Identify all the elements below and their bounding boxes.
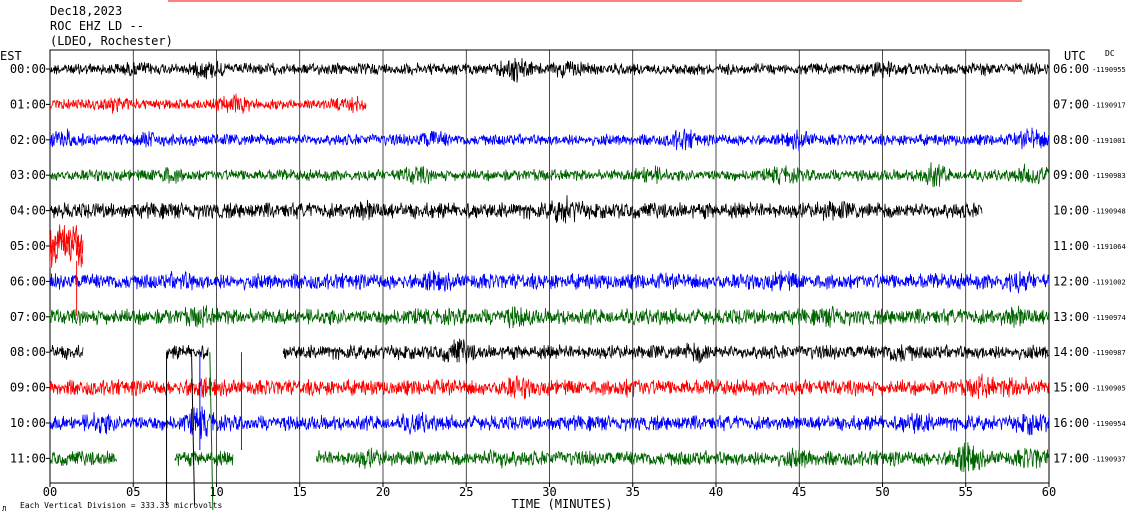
trace-event-burst	[49, 224, 84, 268]
utc-hour-label: 16:00	[1053, 416, 1089, 430]
x-tick-label: 45	[792, 485, 806, 499]
dc-offset-label: -1190974	[1092, 314, 1126, 322]
traces	[49, 57, 1050, 511]
left-axis-label: EST	[0, 49, 22, 63]
dc-offset-label: -1190954	[1092, 420, 1126, 428]
utc-hour-label: 14:00	[1053, 345, 1089, 359]
est-hour-label: 02:00	[10, 133, 46, 147]
est-hour-label: 10:00	[10, 416, 46, 430]
dc-offset-label: -1190955	[1092, 66, 1126, 74]
x-tick-label: 25	[459, 485, 473, 499]
x-tick-label: 40	[709, 485, 723, 499]
trace-hour-0300-segment-0	[50, 162, 1050, 188]
chart-network: (LDEO, Rochester)	[50, 34, 173, 48]
chart-date: Dec18,2023	[50, 4, 122, 18]
trace-hour-0600-segment-0	[49, 270, 1050, 294]
est-hour-label: 01:00	[10, 97, 46, 111]
trace-hour-1000-segment-0	[49, 406, 1050, 440]
x-tick-label: 05	[126, 485, 140, 499]
x-tick-label: 15	[293, 485, 307, 499]
est-hour-label: 05:00	[10, 239, 46, 253]
est-hour-label: 09:00	[10, 381, 46, 395]
trace-hour-0000-segment-0	[49, 57, 1050, 83]
utc-hour-label: 17:00	[1053, 451, 1089, 465]
est-hour-label: 00:00	[10, 62, 46, 76]
x-tick-label: 00	[43, 485, 57, 499]
dc-offset-label: -1191001	[1092, 137, 1126, 145]
dc-offset-label: -1190983	[1092, 172, 1126, 180]
right-axis-label: UTC	[1064, 49, 1086, 63]
dc-offset-label: -1190987	[1092, 349, 1126, 357]
trace-hour-0400-segment-0	[49, 195, 983, 224]
trace-hour-1100-segment-2	[316, 442, 1050, 472]
trace-long-tail-3	[209, 352, 214, 511]
trace-hour-0500-segment-0	[49, 232, 84, 262]
right-dc-note: DC	[1105, 49, 1115, 58]
dc-offset-label: -1191002	[1092, 278, 1126, 286]
utc-hour-label: 06:00	[1053, 62, 1089, 76]
trace-hour-0700-segment-0	[49, 305, 1050, 329]
est-hour-label: 11:00	[10, 451, 46, 465]
utc-hour-label: 09:00	[1053, 168, 1089, 182]
dc-offset-label: -1190937	[1092, 455, 1126, 463]
utc-hour-label: 07:00	[1053, 97, 1089, 111]
x-tick-label: 35	[626, 485, 640, 499]
trace-hour-0800-segment-1	[166, 345, 209, 360]
footer-mark: Л	[2, 505, 6, 513]
est-hour-label: 04:00	[10, 204, 46, 218]
est-hour-label: 07:00	[10, 310, 46, 324]
x-axis-label: TIME (MINUTES)	[511, 497, 612, 511]
est-hour-label: 08:00	[10, 345, 46, 359]
dc-offset-label: -1190948	[1092, 208, 1126, 216]
trace-hour-0800-segment-2	[282, 338, 1049, 364]
x-tick-label: 10	[209, 485, 223, 499]
utc-hour-label: 12:00	[1053, 274, 1089, 288]
x-tick-label: 50	[875, 485, 889, 499]
trace-hour-0100-segment-0	[49, 93, 367, 114]
dc-offset-label: -1190917	[1092, 101, 1126, 109]
utc-hour-label: 15:00	[1053, 381, 1089, 395]
chart-station: ROC EHZ LD --	[50, 19, 144, 33]
utc-hour-label: 13:00	[1053, 310, 1089, 324]
trace-hour-1100-segment-1	[174, 450, 234, 467]
x-tick-label: 55	[959, 485, 973, 499]
trace-hour-0900-segment-0	[49, 373, 1049, 400]
trace-hour-0800-segment-0	[49, 344, 84, 360]
utc-hour-label: 10:00	[1053, 204, 1089, 218]
utc-hour-label: 08:00	[1053, 133, 1089, 147]
x-tick-label: 60	[1042, 485, 1056, 499]
utc-hour-label: 11:00	[1053, 239, 1089, 253]
x-tick-label: 30	[542, 485, 556, 499]
trace-hour-0200-segment-0	[49, 127, 1050, 152]
dc-offset-label: -1191064	[1092, 243, 1126, 251]
scale-note: Each Vertical Division = 333.33 microvol…	[20, 501, 222, 510]
est-hour-label: 03:00	[10, 168, 46, 182]
trace-hour-1100-segment-0	[49, 450, 117, 467]
est-hour-label: 06:00	[10, 274, 46, 288]
trace-long-tail-1	[191, 352, 196, 506]
x-tick-label: 20	[376, 485, 390, 499]
dc-offset-label: -1190905	[1092, 385, 1126, 393]
